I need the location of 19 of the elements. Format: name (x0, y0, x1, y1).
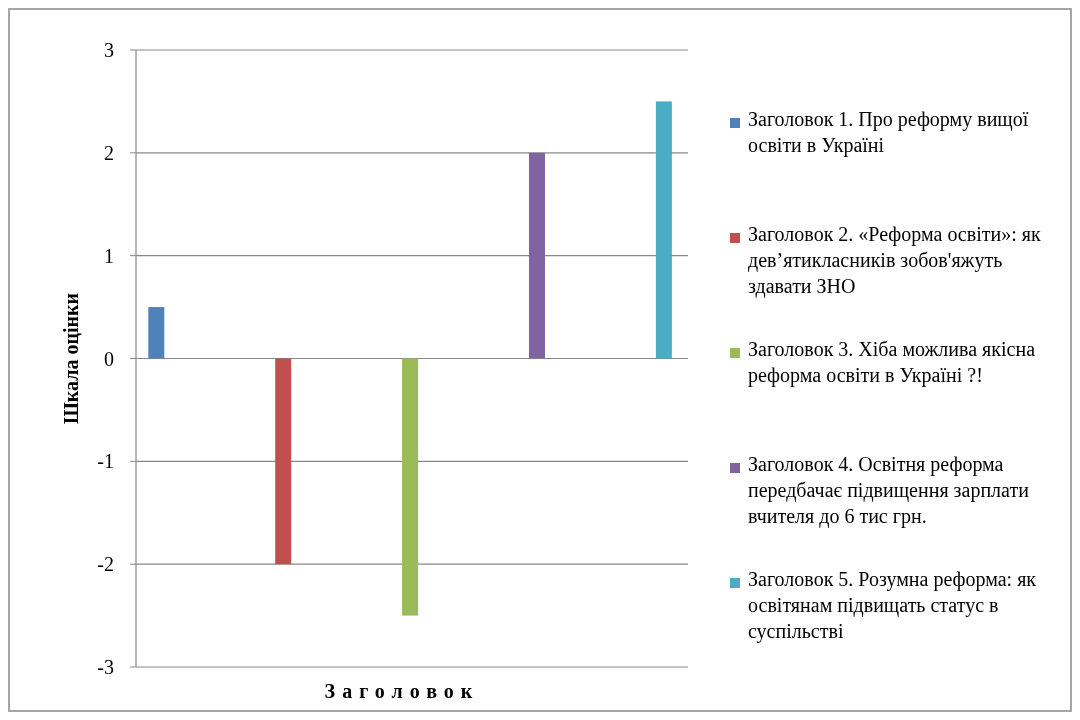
bar (655, 101, 672, 359)
bar (402, 358, 419, 616)
bar (528, 152, 545, 359)
y-tick-label: 3 (104, 39, 114, 61)
y-axis-title: Шкала оцінки (60, 292, 82, 425)
y-tick-label: -1 (97, 450, 114, 473)
legend-label: Заголовок 3. Хіба можлива якісна реформа освіти в Україні ?! (748, 338, 1036, 387)
legend-label: Заголовок 4. Освітня реформа передбачає підвищення зарплати вчителя до 6 тис грн. (748, 453, 1030, 528)
y-tick-label: 2 (104, 141, 114, 164)
y-tick-label: -3 (97, 656, 114, 678)
bar (275, 358, 292, 565)
y-tick-label: -2 (97, 553, 114, 576)
bar (148, 307, 165, 359)
legend-label: Заголовок 2. «Реформа освіти»: як дев’ятикласників зобов'яжуть здавати ЗНО (748, 223, 1041, 298)
legend-label: Заголовок 1. Про реформу вищої освіти в Україні (748, 108, 1029, 157)
y-tick-label: 1 (104, 244, 114, 267)
legend-label: Заголовок 5. Розумна реформа: як освітянам підвищать статус в суспільстві (748, 568, 1037, 643)
x-axis-title: Заголовок (324, 680, 480, 702)
y-tick-label: 0 (104, 347, 114, 370)
